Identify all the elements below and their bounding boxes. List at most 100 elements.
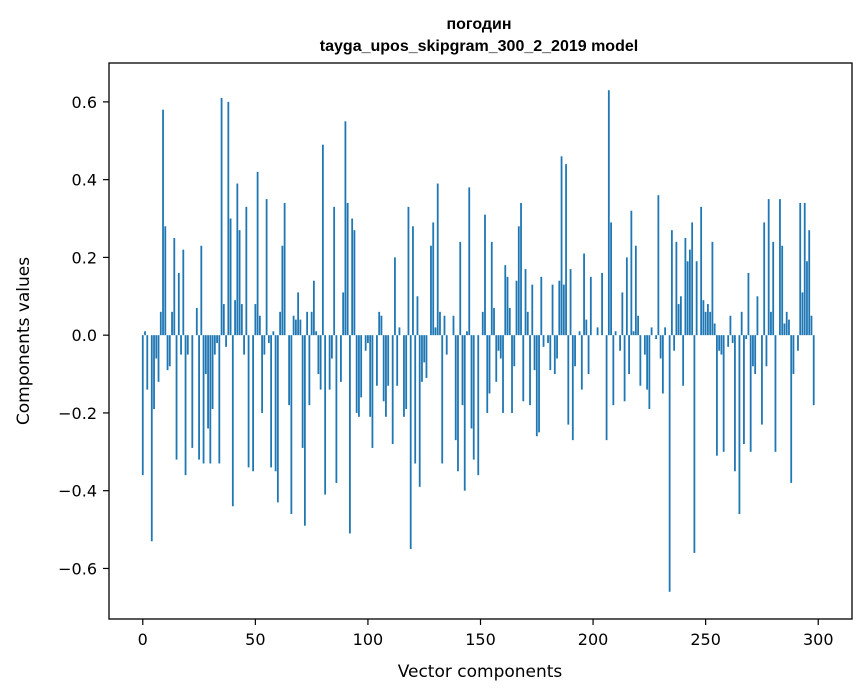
bar-147	[472, 335, 475, 460]
bar-165	[513, 335, 516, 367]
bar-15	[175, 335, 178, 460]
bar-5	[153, 335, 155, 410]
bar-17	[180, 335, 182, 355]
bar-10	[164, 226, 167, 336]
bar-142	[461, 335, 464, 406]
bar-294	[803, 202, 806, 336]
bar-262	[731, 335, 734, 343]
bar-241	[684, 237, 687, 336]
bar-288	[790, 335, 793, 483]
bar-219	[634, 245, 637, 336]
bar-102	[371, 335, 374, 448]
bar-231	[661, 335, 664, 394]
bar-154	[488, 335, 491, 394]
bar-9	[162, 109, 164, 336]
bar-209	[612, 335, 615, 406]
bar-125	[423, 335, 426, 363]
bar-157	[495, 335, 498, 382]
bar-187	[562, 284, 565, 336]
bar-263	[734, 335, 736, 472]
bar-278	[767, 199, 770, 336]
bar-100	[367, 335, 369, 343]
bar-252	[709, 311, 712, 336]
bar-297	[810, 315, 813, 336]
bar-186	[560, 156, 563, 336]
bar-178	[542, 335, 545, 347]
y-tick-label: 0.0	[72, 326, 97, 345]
bar-25	[198, 335, 200, 460]
bar-121	[414, 335, 417, 464]
bar-20	[186, 335, 189, 355]
bar-33	[216, 335, 218, 343]
bar-271	[752, 335, 754, 367]
bar-145	[468, 187, 471, 336]
bar-143	[463, 335, 466, 491]
bar-66	[290, 335, 293, 515]
bar-49	[252, 335, 254, 472]
bar-270	[749, 335, 752, 452]
bar-67	[292, 315, 295, 336]
bar-229	[657, 195, 660, 336]
bar-series	[141, 90, 817, 592]
bar-81	[324, 335, 327, 495]
x-tick-label: 250	[690, 630, 721, 649]
bar-266	[740, 311, 743, 336]
x-tick-label: 200	[578, 630, 609, 649]
bar-43	[238, 230, 241, 336]
bar-77	[315, 331, 318, 336]
bar-295	[806, 261, 808, 336]
bar-8	[159, 311, 162, 336]
bar-232	[664, 327, 667, 336]
bar-75	[310, 311, 313, 336]
bar-166	[515, 280, 518, 336]
bar-225	[648, 335, 651, 410]
bar-132	[439, 311, 441, 336]
bar-84	[331, 335, 333, 359]
bar-268	[745, 335, 748, 340]
bar-122	[416, 296, 419, 336]
bar-7	[157, 335, 160, 382]
bar-113	[396, 335, 399, 386]
bar-74	[308, 335, 311, 406]
bar-152	[484, 214, 486, 336]
bar-188	[565, 164, 567, 336]
bar-216	[628, 335, 630, 375]
bar-90	[344, 121, 347, 336]
y-tick-label: 0.4	[72, 171, 97, 190]
bar-253	[711, 241, 714, 336]
bar-235	[670, 230, 673, 336]
bar-277	[765, 335, 768, 367]
bar-80	[321, 144, 324, 336]
bar-59	[274, 335, 277, 472]
bar-78	[317, 335, 320, 375]
bar-109	[387, 335, 390, 386]
bar-18	[182, 249, 185, 336]
bar-119	[409, 335, 412, 550]
bar-223	[643, 335, 646, 355]
bar-221	[639, 335, 642, 386]
bar-104	[376, 335, 378, 386]
bar-107	[382, 335, 385, 402]
bar-101	[369, 335, 372, 417]
bar-164	[511, 335, 513, 413]
bar-168	[520, 202, 522, 336]
bar-296	[808, 230, 811, 336]
y-axis-label: Components values	[14, 257, 34, 425]
bar-88	[340, 335, 342, 382]
bar-120	[412, 226, 414, 336]
bar-195	[580, 335, 583, 390]
bar-172	[529, 335, 531, 406]
bar-99	[364, 335, 367, 351]
bar-204	[601, 272, 603, 336]
bar-199	[589, 276, 592, 336]
bar-176	[538, 335, 540, 433]
bar-218	[632, 331, 635, 336]
bar-287	[788, 319, 790, 336]
bar-95	[355, 335, 358, 413]
bar-155	[490, 241, 493, 336]
bar-44	[240, 304, 243, 336]
bar-198	[587, 335, 590, 375]
bar-293	[801, 292, 804, 336]
bar-177	[540, 276, 543, 336]
bar-73	[306, 311, 309, 336]
